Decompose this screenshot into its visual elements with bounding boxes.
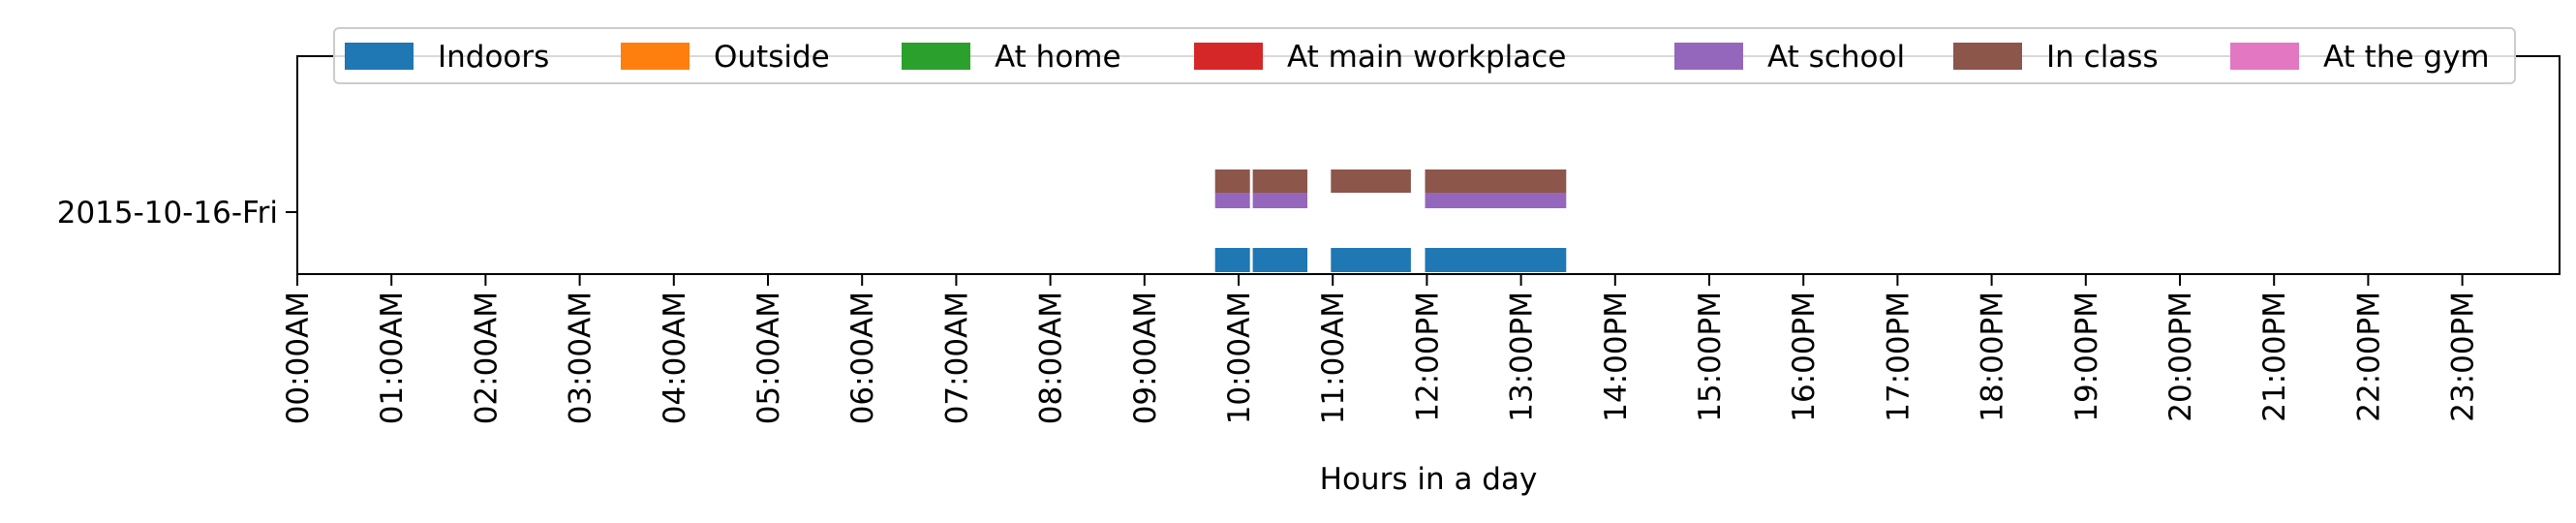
legend-label-at-home: At home [995, 40, 1121, 75]
legend-swatch-indoors [345, 43, 414, 70]
x-axis: 00:00AM 01:00AM 02:00AM 03:00AM 04:00AM 05:00… [281, 274, 2481, 424]
bar-indoors-2 [1252, 248, 1307, 272]
x-tick-label: 23:00PM [2446, 292, 2481, 422]
legend: Indoors Outside At home At main workplace At… [333, 27, 2516, 84]
legend-label-at-main-workplace: At main workplace [1287, 40, 1566, 75]
x-tick-label: 19:00PM [2070, 292, 2104, 422]
x-tick-label: 21:00PM [2257, 292, 2292, 422]
x-tick-label: 01:00AM [375, 292, 410, 424]
legend-swatch-at-school [1674, 43, 1743, 70]
bar-in-class-2 [1252, 169, 1307, 193]
x-tick-label: 03:00AM [564, 292, 598, 424]
bars-layer [1214, 169, 1567, 272]
bar-at-school-2 [1252, 193, 1307, 208]
y-tick-label: 2015-10-16-Fri [57, 196, 278, 231]
x-tick-label: 09:00AM [1128, 292, 1163, 424]
x-tick-label: 05:00AM [751, 292, 786, 424]
x-tick-label: 22:00PM [2351, 292, 2386, 422]
bar-indoors-3 [1331, 248, 1411, 272]
x-axis-label: Hours in a day [1320, 462, 1538, 497]
plot-frame [296, 55, 2561, 275]
bar-in-class-3 [1331, 169, 1411, 193]
x-tick-label: 16:00PM [1787, 292, 1822, 422]
x-tick-label: 14:00PM [1599, 292, 1634, 422]
bar-indoors-4 [1425, 248, 1567, 272]
legend-label-indoors: Indoors [438, 40, 549, 75]
x-tick-label: 10:00AM [1222, 292, 1257, 424]
legend-label-outside: Outside [714, 40, 830, 75]
y-axis: 2015-10-16-Fri [57, 196, 297, 231]
x-tick-label: 20:00PM [2163, 292, 2198, 422]
legend-swatch-in-class [1953, 43, 2022, 70]
bar-in-class-4 [1425, 169, 1567, 193]
legend-label-at-school: At school [1767, 40, 1905, 75]
x-tick-label: 07:00AM [939, 292, 974, 424]
bar-indoors-1 [1214, 248, 1250, 272]
x-tick-label: 08:00AM [1034, 292, 1069, 424]
bar-at-school-3 [1425, 193, 1567, 208]
legend-label-in-class: In class [2046, 40, 2159, 75]
x-tick-label: 04:00AM [658, 292, 692, 424]
x-tick-label: 00:00AM [281, 292, 316, 424]
legend-swatch-outside [621, 43, 690, 70]
legend-label-at-the-gym: At the gym [2323, 40, 2490, 75]
x-tick-label: 12:00PM [1410, 292, 1445, 422]
x-tick-label: 06:00AM [845, 292, 880, 424]
bar-at-school-1 [1214, 193, 1250, 208]
bar-in-class-1 [1214, 169, 1250, 193]
x-tick-label: 02:00AM [469, 292, 504, 424]
x-tick-label: 11:00AM [1316, 292, 1351, 424]
x-tick-label: 17:00PM [1881, 292, 1916, 422]
legend-swatch-at-main-workplace [1194, 43, 1263, 70]
x-tick-label: 18:00PM [1976, 292, 2010, 422]
x-tick-label: 13:00PM [1505, 292, 1540, 422]
legend-swatch-at-home [902, 43, 970, 70]
x-tick-label: 15:00PM [1693, 292, 1728, 422]
legend-swatch-at-the-gym [2230, 43, 2299, 70]
